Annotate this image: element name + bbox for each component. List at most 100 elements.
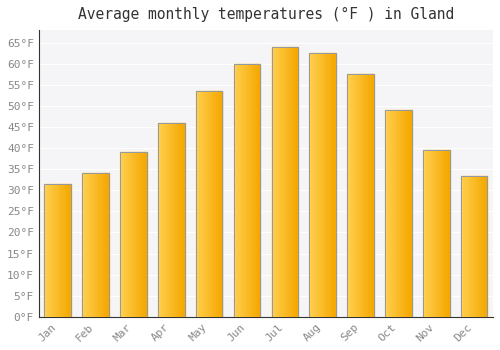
Bar [234, 64, 260, 317]
Bar [57, 184, 58, 317]
Bar [403, 110, 404, 317]
Bar [461, 176, 462, 317]
Bar [431, 150, 432, 317]
Bar [329, 53, 330, 317]
Bar [334, 53, 335, 317]
Bar [160, 123, 162, 317]
Bar [468, 176, 469, 317]
Bar [218, 91, 219, 317]
Bar [219, 91, 220, 317]
Bar [445, 150, 446, 317]
Bar [385, 110, 411, 317]
Bar [290, 47, 291, 317]
Bar [439, 150, 440, 317]
Bar [85, 174, 86, 317]
Bar [247, 64, 248, 317]
Bar [432, 150, 434, 317]
Bar [100, 174, 101, 317]
Bar [365, 74, 366, 317]
Bar [167, 123, 168, 317]
Bar [135, 152, 136, 317]
Bar [99, 174, 100, 317]
Bar [386, 110, 387, 317]
Bar [132, 152, 134, 317]
Bar [217, 91, 218, 317]
Bar [434, 150, 436, 317]
Bar [320, 53, 321, 317]
Bar [275, 47, 276, 317]
Bar [234, 64, 236, 317]
Bar [175, 123, 176, 317]
Bar [123, 152, 124, 317]
Bar [136, 152, 137, 317]
Bar [292, 47, 293, 317]
Bar [196, 91, 222, 317]
Bar [203, 91, 204, 317]
Bar [360, 74, 362, 317]
Bar [370, 74, 371, 317]
Bar [424, 150, 425, 317]
Bar [348, 74, 374, 317]
Bar [126, 152, 128, 317]
Bar [70, 184, 71, 317]
Bar [396, 110, 398, 317]
Bar [138, 152, 140, 317]
Bar [142, 152, 143, 317]
Bar [94, 174, 96, 317]
Bar [58, 184, 59, 317]
Bar [313, 53, 314, 317]
Bar [208, 91, 209, 317]
Bar [387, 110, 388, 317]
Bar [181, 123, 182, 317]
Bar [82, 174, 83, 317]
Bar [183, 123, 184, 317]
Bar [214, 91, 216, 317]
Bar [165, 123, 166, 317]
Bar [178, 123, 179, 317]
Bar [437, 150, 438, 317]
Bar [168, 123, 170, 317]
Bar [461, 176, 487, 317]
Bar [473, 176, 474, 317]
Bar [467, 176, 468, 317]
Bar [92, 174, 93, 317]
Bar [204, 91, 206, 317]
Bar [108, 174, 109, 317]
Bar [444, 150, 445, 317]
Bar [47, 184, 48, 317]
Bar [102, 174, 104, 317]
Bar [129, 152, 130, 317]
Bar [209, 91, 210, 317]
Bar [446, 150, 447, 317]
Bar [179, 123, 180, 317]
Bar [394, 110, 395, 317]
Bar [282, 47, 283, 317]
Bar [354, 74, 356, 317]
Bar [348, 74, 349, 317]
Bar [475, 176, 476, 317]
Bar [278, 47, 280, 317]
Bar [63, 184, 64, 317]
Bar [438, 150, 439, 317]
Bar [359, 74, 360, 317]
Bar [477, 176, 478, 317]
Bar [44, 184, 46, 317]
Bar [285, 47, 286, 317]
Bar [201, 91, 202, 317]
Bar [408, 110, 409, 317]
Bar [423, 150, 450, 317]
Bar [144, 152, 145, 317]
Bar [482, 176, 483, 317]
Bar [398, 110, 400, 317]
Bar [82, 174, 109, 317]
Bar [84, 174, 85, 317]
Bar [158, 123, 184, 317]
Bar [318, 53, 319, 317]
Bar [91, 174, 92, 317]
Bar [472, 176, 473, 317]
Bar [371, 74, 372, 317]
Bar [436, 150, 437, 317]
Bar [283, 47, 284, 317]
Bar [484, 176, 486, 317]
Bar [253, 64, 254, 317]
